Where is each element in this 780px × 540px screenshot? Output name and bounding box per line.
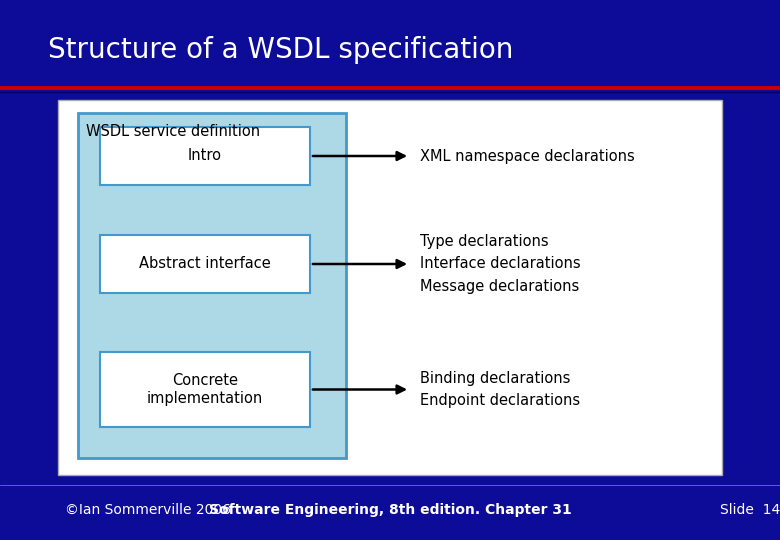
Bar: [100, 235, 310, 293]
Text: Slide  14: Slide 14: [720, 503, 780, 517]
Text: Concrete
implementation: Concrete implementation: [147, 373, 263, 406]
Text: Binding declarations
Endpoint declarations: Binding declarations Endpoint declaratio…: [420, 371, 580, 408]
Bar: [58, 100, 722, 475]
Bar: [100, 127, 310, 185]
Bar: [78, 113, 346, 458]
Text: Structure of a WSDL specification: Structure of a WSDL specification: [48, 36, 513, 64]
Text: WSDL service definition: WSDL service definition: [86, 124, 260, 138]
Text: XML namespace declarations: XML namespace declarations: [420, 148, 635, 164]
Text: Software Engineering, 8th edition. Chapter 31: Software Engineering, 8th edition. Chapt…: [208, 503, 572, 517]
Text: Abstract interface: Abstract interface: [139, 256, 271, 272]
Text: Type declarations
Interface declarations
Message declarations: Type declarations Interface declarations…: [420, 234, 580, 294]
Text: Intro: Intro: [188, 148, 222, 164]
Text: ©Ian Sommerville 2006: ©Ian Sommerville 2006: [65, 503, 231, 517]
Bar: [100, 352, 310, 427]
